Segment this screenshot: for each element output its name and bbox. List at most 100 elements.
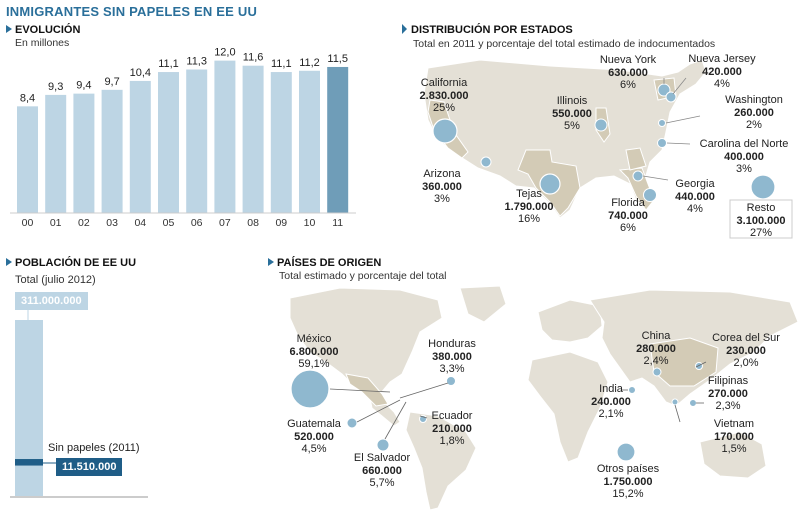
bar-08 (242, 65, 264, 213)
label-corea: Corea del Sur 230.000 2,0% (712, 332, 780, 369)
tick-label: 07 (219, 217, 231, 229)
bar-07 (214, 60, 236, 213)
resto-box (729, 199, 793, 239)
leader-line (329, 388, 391, 393)
value-label: 11,1 (158, 58, 179, 70)
value-label: 11,2 (299, 57, 320, 69)
bar-06 (186, 69, 208, 213)
evolucion-title-text: EVOLUCIÓN (15, 24, 81, 36)
bullet-icon (402, 24, 407, 34)
value-label: 11,6 (243, 52, 264, 64)
leader-line (356, 399, 401, 423)
honduras-bubble (446, 376, 456, 386)
main-title: INMIGRANTES SIN PAPELES EN EE UU (6, 4, 258, 19)
bullet-icon (6, 258, 12, 266)
leader-line (672, 77, 687, 95)
tick-label: 10 (304, 217, 316, 229)
carolina-bubble (657, 138, 667, 148)
africa-landmass (527, 351, 609, 463)
illinois-bubble (594, 118, 608, 132)
label-ecuador: Ecuador 210.000 1,8% (431, 410, 473, 447)
resto-bubble (750, 174, 776, 200)
label-vietnam: Vietnam 170.000 1,5% (713, 418, 755, 455)
leader-line (666, 142, 691, 145)
tick-label: 00 (22, 217, 34, 229)
florida-bubble (643, 188, 657, 202)
bullet-icon (268, 258, 274, 266)
georgia-shape (625, 147, 647, 171)
label-honduras: Honduras 380.000 3,3% (428, 338, 476, 375)
label-washington: Washington 260.000 2% (725, 94, 783, 131)
bar-03 (101, 89, 123, 213)
value-label: 11,1 (271, 58, 292, 70)
georgia-bubble (632, 170, 644, 182)
tick-label: 11 (332, 217, 343, 229)
label-arizona: Arizona 360.000 3% (422, 168, 462, 205)
leader-line (419, 415, 428, 419)
bar-04 (129, 80, 151, 213)
label-guatemala: Guatemala 520.000 4,5% (287, 418, 341, 455)
bar-05 (158, 72, 179, 213)
north-america-landmass (289, 287, 443, 399)
poblacion-total-value: 311.000.000 (15, 292, 88, 310)
value-label: 9,3 (48, 81, 63, 93)
leader-line (384, 401, 407, 440)
leader-line (674, 404, 681, 423)
poblacion-total-label: Total (julio 2012) (15, 274, 96, 286)
tick-label: 04 (134, 217, 146, 229)
bar-11 (327, 66, 349, 213)
value-label: 8,4 (20, 92, 35, 104)
label-filipinas: Filipinas 270.000 2,3% (707, 375, 749, 412)
washington-bubble (658, 119, 666, 127)
label-carolina: Carolina del Norte 400.000 3% (699, 138, 789, 175)
label-tejas: Tejas 1.790.000 16% (504, 188, 554, 225)
bullet-icon (6, 25, 12, 33)
arizona-bubble (480, 156, 492, 168)
value-label: 11,3 (186, 56, 207, 68)
poblacion-sin-label: Sin papeles (2011) (48, 442, 140, 454)
poblacion-title-text: POBLACIÓN DE EE UU (15, 257, 137, 269)
label-el-salvador: El Salvador 660.000 5,7% (353, 452, 411, 489)
bar-01 (45, 94, 67, 213)
label-nueva-york: Nueva York 630.000 6% (599, 54, 657, 91)
estados-title-text: DISTRIBUCIÓN POR ESTADOS (411, 24, 573, 36)
paises-subtitle: Total estimado y porcentaje del total (279, 270, 447, 282)
el-salvador-bubble (376, 438, 390, 452)
value-label: 9,7 (104, 76, 119, 88)
south-america-landmass (405, 411, 477, 511)
otros-bubble (616, 442, 636, 462)
bar-02 (73, 93, 95, 213)
world-map (289, 285, 799, 511)
paises-title: PAÍSES DE ORIGEN (268, 257, 381, 269)
leader-line (399, 382, 449, 399)
bar-09 (270, 72, 292, 213)
tick-label: 05 (163, 217, 175, 229)
label-florida: Florida 740.000 6% (608, 197, 648, 234)
label-otros: Otros países 1.750.000 15,2% (596, 463, 660, 500)
evolucion-chart: 8,4 00 9,3 01 9,4 02 9,7 03 10,4 04 11,1 05 11,3 06 12… (10, 47, 356, 229)
poblacion-bar-chart (10, 310, 148, 498)
estados-subtitle: Total en 2011 y porcentaje del total est… (413, 38, 716, 50)
tick-label: 09 (275, 217, 287, 229)
tick-label: 08 (247, 217, 259, 229)
bar-00 (17, 106, 38, 213)
tick-label: 06 (191, 217, 203, 229)
label-india: India 240.000 2,1% (591, 383, 631, 420)
label-china: China 280.000 2,4% (636, 330, 676, 367)
leader-line (695, 361, 707, 368)
poblacion-total-bar (15, 320, 43, 496)
mexico-bubble (290, 369, 330, 409)
australia-landmass (699, 431, 767, 479)
tick-label: 02 (78, 217, 90, 229)
usa-map (423, 59, 793, 239)
value-label: 9,4 (76, 80, 91, 92)
poblacion-sin-value: 11.510.000 (56, 458, 123, 476)
label-illinois: Illinois 550.000 5% (552, 95, 592, 132)
europe-landmass (537, 299, 603, 343)
tejas-bubble (539, 173, 561, 195)
china-bubble (652, 367, 662, 377)
label-mexico: México 6.800.000 59,1% (289, 333, 339, 370)
poblacion-sin-bar (15, 459, 43, 466)
evolucion-subtitle: En millones (15, 37, 70, 49)
label-nueva-jersey: Nueva Jersey 420.000 4% (688, 53, 756, 90)
